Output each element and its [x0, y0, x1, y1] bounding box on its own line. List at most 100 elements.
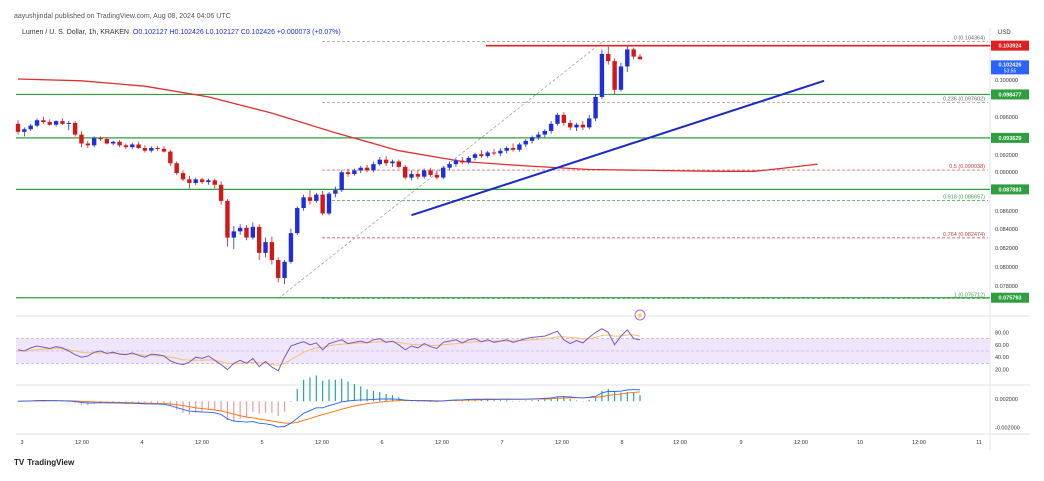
candle-body	[390, 161, 395, 164]
candle-body	[22, 129, 27, 132]
candle	[574, 122, 579, 131]
candle-body	[117, 141, 122, 146]
candle	[136, 141, 141, 149]
macd-histogram-bar	[245, 401, 248, 417]
candle-body	[618, 66, 624, 90]
candle	[434, 170, 440, 180]
candle-body	[422, 170, 427, 177]
candle	[53, 120, 59, 127]
macd-histogram-bar	[601, 390, 603, 402]
macd-histogram-bar	[633, 392, 635, 402]
candle-body	[517, 144, 522, 150]
candle	[282, 260, 287, 285]
candle-body	[168, 151, 173, 164]
macd-histogram-bar	[436, 401, 438, 403]
macd-histogram-bar	[296, 388, 298, 402]
candle-body	[34, 120, 40, 126]
candle	[529, 135, 535, 144]
macd-histogram-bar	[328, 379, 330, 402]
macd-histogram-bar	[620, 392, 622, 402]
candle	[98, 136, 103, 141]
candle-body	[155, 148, 160, 150]
candle	[377, 156, 382, 166]
candle	[155, 146, 160, 151]
candle	[460, 156, 465, 165]
candle-body	[111, 141, 116, 144]
candle	[206, 178, 211, 185]
candle	[41, 116, 46, 124]
symbol-name: Lumen / U. S. Dollar, 1h, KRAKEN	[22, 29, 129, 36]
macd-histogram-bar	[80, 401, 83, 405]
macd-histogram-bar	[341, 378, 343, 402]
candle-body	[314, 194, 319, 201]
candle	[517, 142, 522, 152]
macd-histogram-bar	[626, 391, 628, 402]
candle	[561, 112, 567, 126]
candle-body	[434, 174, 440, 178]
macd-histogram-bar	[391, 395, 394, 402]
candle	[479, 149, 484, 158]
candle	[396, 159, 402, 169]
price-tick-label: 0.084000	[995, 227, 1018, 233]
candle-body	[85, 143, 91, 146]
macd-histogram-bar	[207, 401, 210, 410]
macd-histogram-bar	[366, 389, 368, 402]
time-tick-label: 4	[140, 440, 143, 446]
candle	[542, 129, 547, 138]
candle-body	[250, 226, 256, 238]
candle-body	[409, 174, 414, 178]
candle-body	[98, 138, 103, 140]
candle	[85, 140, 91, 149]
candle	[174, 161, 179, 175]
macd-histogram-bar	[258, 401, 260, 414]
event-marker-icon	[634, 309, 646, 321]
macd-histogram-bar	[487, 399, 489, 402]
rsi-tick-label: 60.00	[995, 343, 1009, 349]
macd-histogram-bar	[303, 379, 305, 402]
time-tick-label: 12:00	[794, 440, 808, 446]
candle-body	[587, 118, 592, 128]
candle	[498, 148, 503, 157]
candle	[339, 170, 344, 192]
candle	[548, 121, 554, 134]
macd-histogram-bar	[563, 396, 565, 402]
candle-body	[345, 172, 351, 174]
candle	[441, 165, 446, 180]
candle	[187, 175, 192, 189]
candle-body	[548, 123, 554, 131]
candle-body	[225, 200, 230, 238]
candle	[599, 49, 605, 99]
macd-histogram-bar	[264, 401, 267, 413]
tradingview-logo[interactable]: TV TradingView	[14, 458, 74, 467]
candle	[320, 191, 325, 216]
candle	[504, 146, 509, 154]
candle-body	[555, 114, 560, 124]
macd-histogram-bar	[277, 401, 279, 417]
candle	[580, 121, 586, 131]
support-price-tag	[991, 89, 1029, 100]
candle	[485, 150, 490, 158]
macd-histogram-bar	[614, 391, 616, 402]
candle-body	[72, 122, 78, 135]
candle	[358, 165, 363, 174]
candle-body	[561, 114, 567, 123]
publish-info: aayushjindal published on TradingView.co…	[14, 13, 231, 20]
resistance-price-label: 0.103924	[999, 44, 1023, 50]
macd-histogram-bar	[144, 401, 146, 404]
candle-body	[567, 122, 573, 128]
time-tick-label: 12:00	[75, 440, 89, 446]
price-tick-label: 0.100000	[995, 78, 1018, 84]
rsi-line	[17, 328, 641, 372]
candle-body	[282, 261, 287, 278]
macd-histogram-bar	[556, 396, 559, 402]
candle	[428, 167, 433, 177]
price-tick-label: 0.090000	[995, 170, 1018, 176]
symbol-legend[interactable]: Lumen / U. S. Dollar, 1h, KRAKEN O0.1021…	[22, 29, 341, 36]
macd-histogram-bar	[518, 400, 521, 402]
candle	[237, 224, 243, 235]
macd-histogram-bar	[201, 401, 203, 412]
time-tick-label: 12:00	[315, 440, 329, 446]
candle-body	[276, 260, 281, 278]
candle-body	[504, 148, 509, 151]
